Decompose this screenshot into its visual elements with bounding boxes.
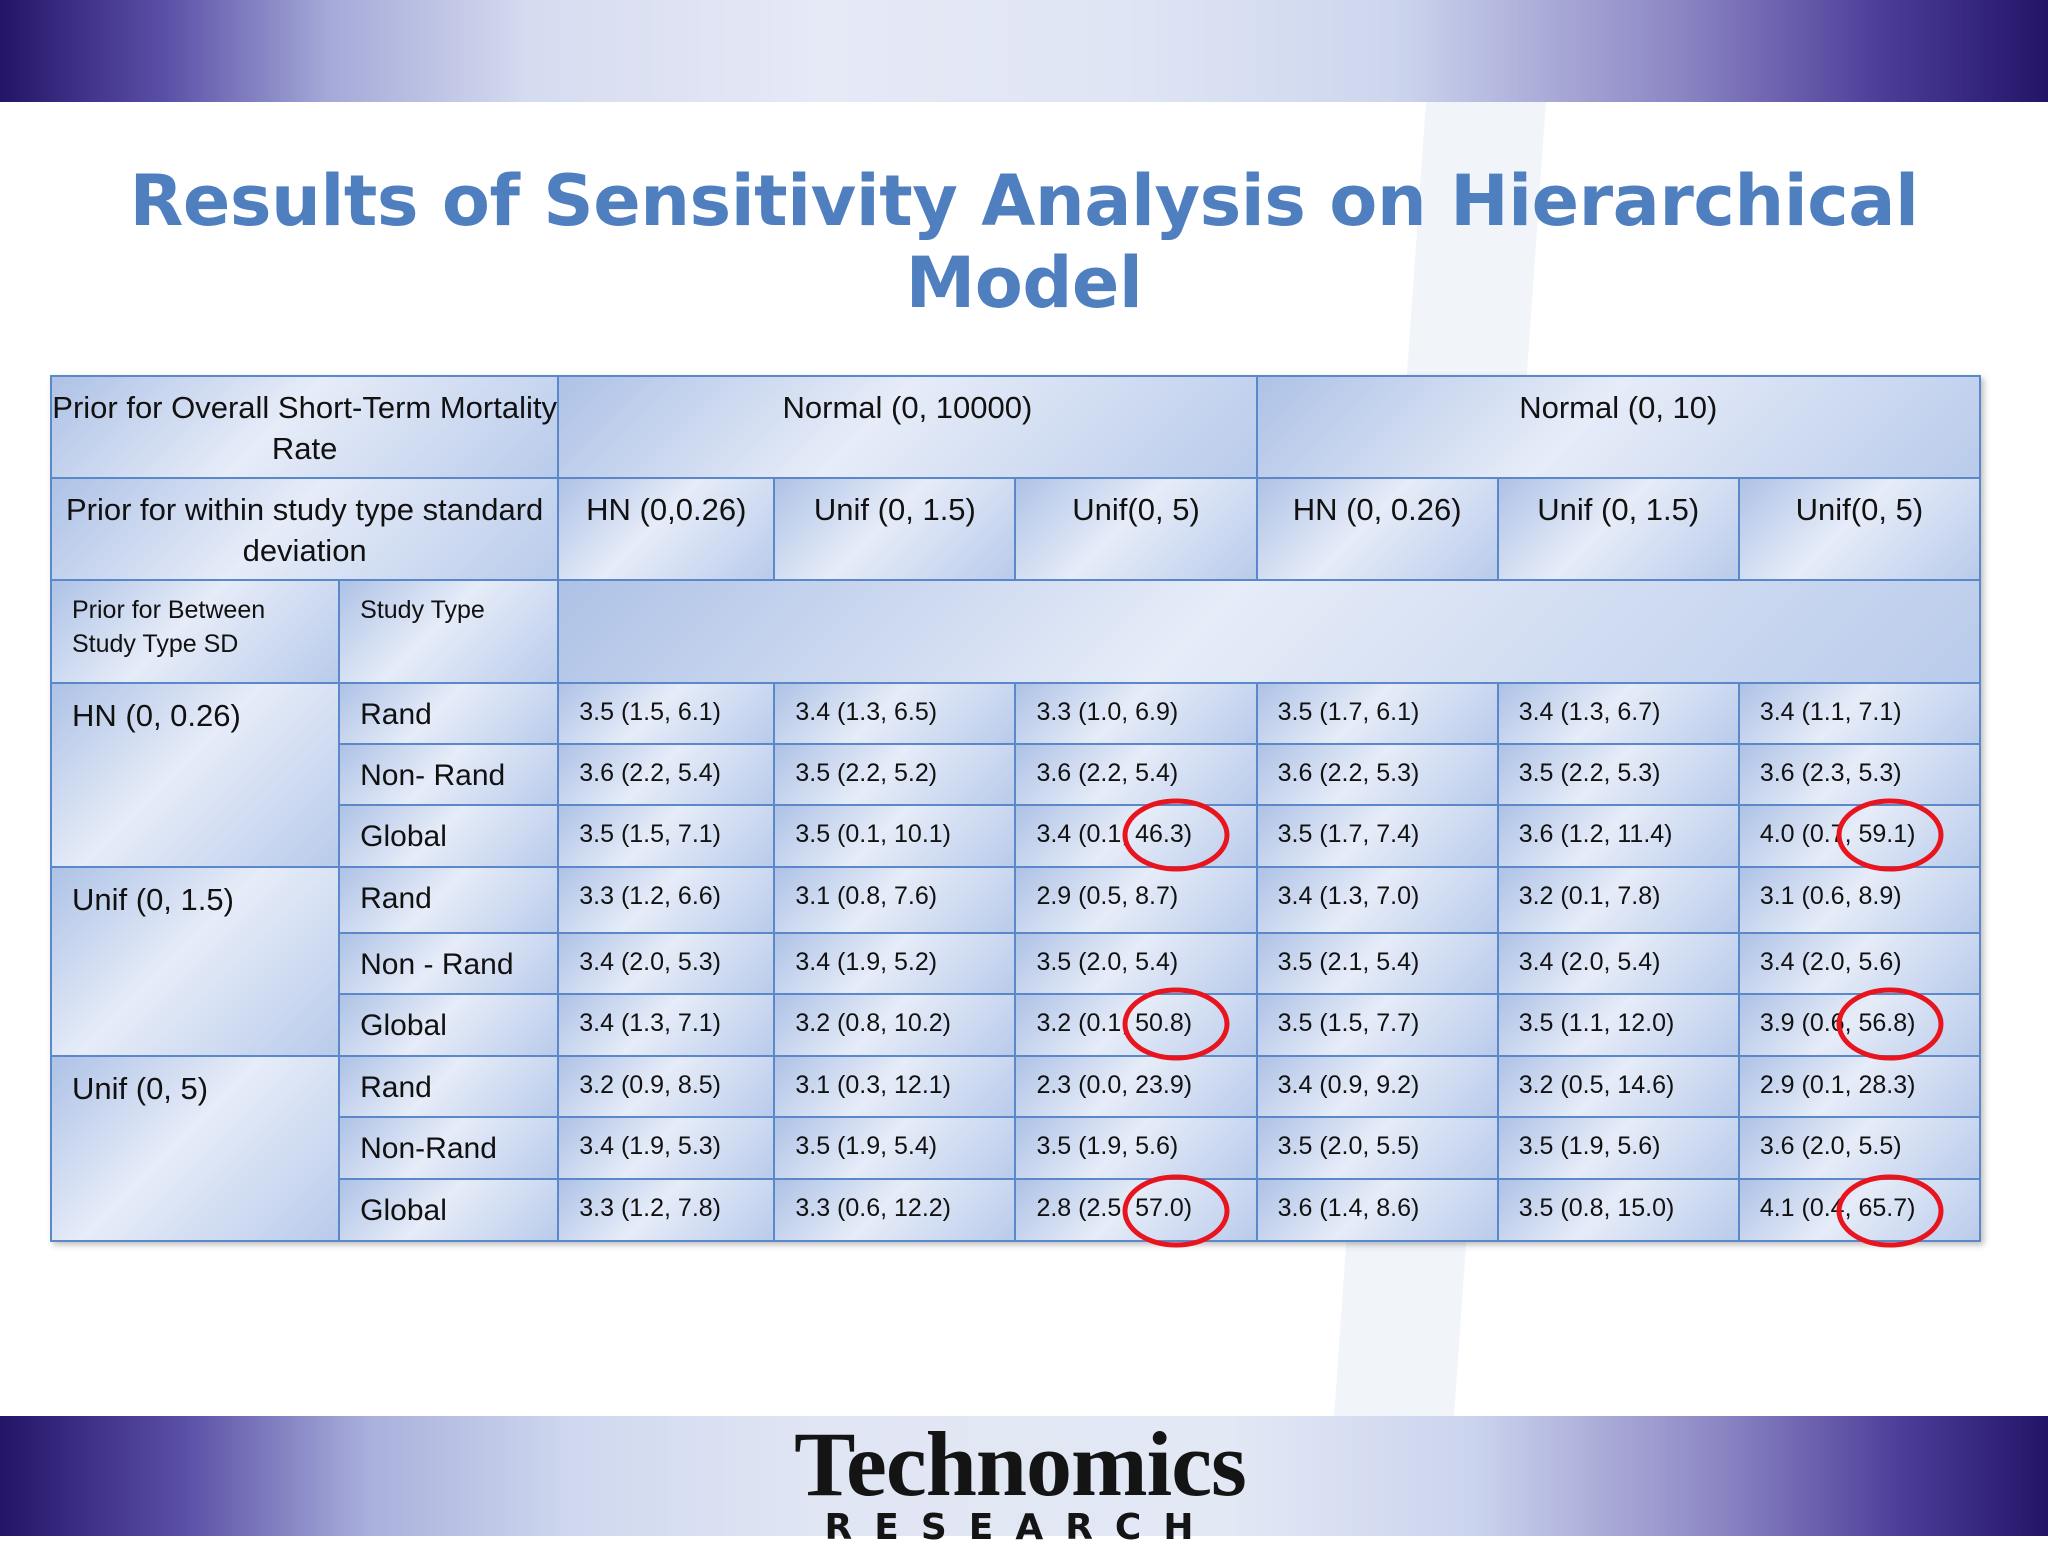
header-row-between: Prior for Between Study Type SD Study Ty… [49,579,1981,684]
value-cell: 3.5 (0.1, 10.1) [773,804,1017,868]
header-row-within: Prior for within study type standard dev… [49,477,1982,581]
value-cell: 3.5 (2.1, 5.4) [1255,932,1499,995]
value-cell: 3.4 (1.3, 6.5) [773,682,1017,745]
logo-wordmark: Technomics [794,1413,1247,1515]
study-type-cell: Non - Rand [338,932,560,995]
group-b-header: Normal (0, 10) [1255,375,1982,479]
value-cell: 4.0 (0.7, 59.1) [1737,804,1982,868]
value-cell: 3.5 (2.0, 5.4) [1014,932,1258,995]
study-type-cell: Global [338,1178,560,1242]
value-cell: 2.3 (0.0, 23.9) [1014,1055,1258,1118]
value-cell: 3.1 (0.8, 7.6) [773,866,1017,934]
value-cell: 3.5 (1.5, 7.7) [1255,993,1499,1057]
logo-subtitle: RESEARCH [824,1507,1216,1548]
slide-title: Results of Sensitivity Analysis on Hiera… [129,160,1919,324]
value-cell: 3.5 (2.2, 5.2) [773,743,1017,806]
value-cell: 3.1 (0.3, 12.1) [773,1055,1017,1118]
value-cell: 3.4 (0.9, 9.2) [1255,1055,1499,1118]
table-row: Unif (0, 5) Rand 3.2 (0.9, 8.5) 3.1 (0.3, 1… [49,1055,1982,1242]
between-prior-label: Prior for Between Study Type SD [49,579,341,684]
value-cell: 3.6 (2.2, 5.4) [1014,743,1258,806]
study-type-cell: Non-Rand [338,1116,560,1180]
col-header: Unif(0, 5) [1737,477,1982,581]
value-cell: 2.8 (2.5, 57.0) [1014,1178,1258,1242]
overall-prior-label: Prior for Overall Short-Term Mortality R… [49,375,560,479]
value-cell: 2.9 (0.5, 8.7) [1014,866,1258,934]
value-cell: 3.5 (1.9, 5.6) [1496,1116,1740,1180]
value-cell: 3.3 (1.0, 6.9) [1014,682,1258,745]
study-type-cell: Non- Rand [338,743,560,806]
between-prior-cell: Unif (0, 1.5) [49,866,341,1057]
col-header: Unif(0, 5) [1014,477,1258,581]
header-row-overall: Prior for Overall Short-Term Mortality R… [49,375,1982,479]
col-header: Unif (0, 1.5) [773,477,1017,581]
value-cell: 3.4 (2.0, 5.6) [1737,932,1982,995]
study-type-cell: Global [338,804,560,868]
value-cell: 3.5 (1.9, 5.6) [1014,1116,1258,1180]
value-cell: 3.4 (1.9, 5.2) [773,932,1017,995]
value-cell: 3.6 (2.2, 5.4) [557,743,776,806]
value-cell: 3.4 (0.1, 46.3) [1014,804,1258,868]
value-cell: 3.4 (1.1, 7.1) [1737,682,1982,745]
col-header: HN (0, 0.26) [1255,477,1499,581]
value-cell: 3.3 (1.2, 7.8) [557,1178,776,1242]
table-row: Global 3.3 (1.2, 7.8) 3.3 (0.6, 12.2) 2.8 (… [51,1178,1982,1242]
value-cell: 3.6 (2.2, 5.3) [1255,743,1499,806]
study-type-cell: Global [338,993,560,1057]
value-cell: 3.6 (1.4, 8.6) [1255,1178,1499,1242]
value-cell: 3.4 (1.9, 5.3) [557,1116,776,1180]
within-prior-label: Prior for within study type standard dev… [49,477,560,581]
value-cell: 3.2 (0.5, 14.6) [1496,1055,1740,1118]
table-row: Global 3.4 (1.3, 7.1) 3.2 (0.8, 10.2) 3.2 (… [51,993,1982,1057]
between-prior-cell: Unif (0, 5) [49,1055,341,1242]
value-cell: 3.4 (1.3, 7.1) [557,993,776,1057]
value-cell: 3.9 (0.6, 56.8) [1737,993,1982,1057]
table-row: Global 3.5 (1.5, 7.1) 3.5 (0.1, 10.1) 3.4 (… [51,804,1982,868]
value-cell: 3.2 (0.1, 50.8) [1014,993,1258,1057]
table-row: Non - Rand 3.4 (2.0, 5.3) 3.4 (1.9, 5.2) 3.… [51,932,1982,995]
value-cell: 3.5 (1.9, 5.4) [773,1116,1017,1180]
study-type-cell: Rand [338,682,560,745]
sensitivity-table: Prior for Overall Short-Term Mortality R… [49,375,1982,1242]
table-row: Non-Rand 3.4 (1.9, 5.3) 3.5 (1.9, 5.4) 3.5 … [51,1116,1982,1180]
top-decorative-band [0,0,2048,102]
group-a-header: Normal (0, 10000) [557,375,1258,479]
study-type-cell: Rand [338,1055,560,1118]
technomics-logo: Technomics RESEARCH [740,1413,1300,1546]
col-header: HN (0,0.26) [557,477,776,581]
value-cell: 3.2 (0.1, 7.8) [1496,866,1740,934]
value-cell: 3.3 (0.6, 12.2) [773,1178,1017,1242]
value-cell: 3.5 (1.7, 6.1) [1255,682,1499,745]
value-cell: 3.6 (2.3, 5.3) [1737,743,1982,806]
bottom-decorative-band [0,1416,2048,1536]
table-row: HN (0, 0.26) Rand 3.5 (1.5, 6.1) 3.4 (1.3, … [49,682,1982,868]
between-prior-cell: HN (0, 0.26) [49,682,341,868]
value-cell: 3.5 (1.1, 12.0) [1496,993,1740,1057]
value-cell: 2.9 (0.1, 28.3) [1737,1055,1982,1118]
table-row: Non- Rand 3.6 (2.2, 5.4) 3.5 (2.2, 5.2) 3.6… [51,743,1982,806]
value-cell: 3.6 (2.0, 5.5) [1737,1116,1982,1180]
header-blank [557,579,1981,684]
value-cell: 4.1 (0.4, 65.7) [1737,1178,1982,1242]
table-row: Unif (0, 1.5) Rand 3.3 (1.2, 6.6) 3.1 (0.8,… [49,866,1982,1057]
value-cell: 3.5 (1.7, 7.4) [1255,804,1499,868]
value-cell: 3.5 (1.5, 7.1) [557,804,776,868]
value-cell: 3.5 (2.2, 5.3) [1496,743,1740,806]
value-cell: 3.5 (0.8, 15.0) [1496,1178,1740,1242]
value-cell: 3.5 (1.5, 6.1) [557,682,776,745]
value-cell: 3.4 (1.3, 6.7) [1496,682,1740,745]
value-cell: 3.2 (0.9, 8.5) [557,1055,776,1118]
value-cell: 3.4 (1.3, 7.0) [1255,866,1499,934]
value-cell: 3.4 (2.0, 5.4) [1496,932,1740,995]
value-cell: 3.4 (2.0, 5.3) [557,932,776,995]
value-cell: 3.2 (0.8, 10.2) [773,993,1017,1057]
value-cell: 3.1 (0.6, 8.9) [1737,866,1982,934]
col-header: Unif (0, 1.5) [1496,477,1740,581]
value-cell: 3.5 (2.0, 5.5) [1255,1116,1499,1180]
study-type-cell: Rand [338,866,560,934]
value-cell: 3.3 (1.2, 6.6) [557,866,776,934]
study-type-label: Study Type [338,579,560,684]
value-cell: 3.6 (1.2, 11.4) [1496,804,1740,868]
